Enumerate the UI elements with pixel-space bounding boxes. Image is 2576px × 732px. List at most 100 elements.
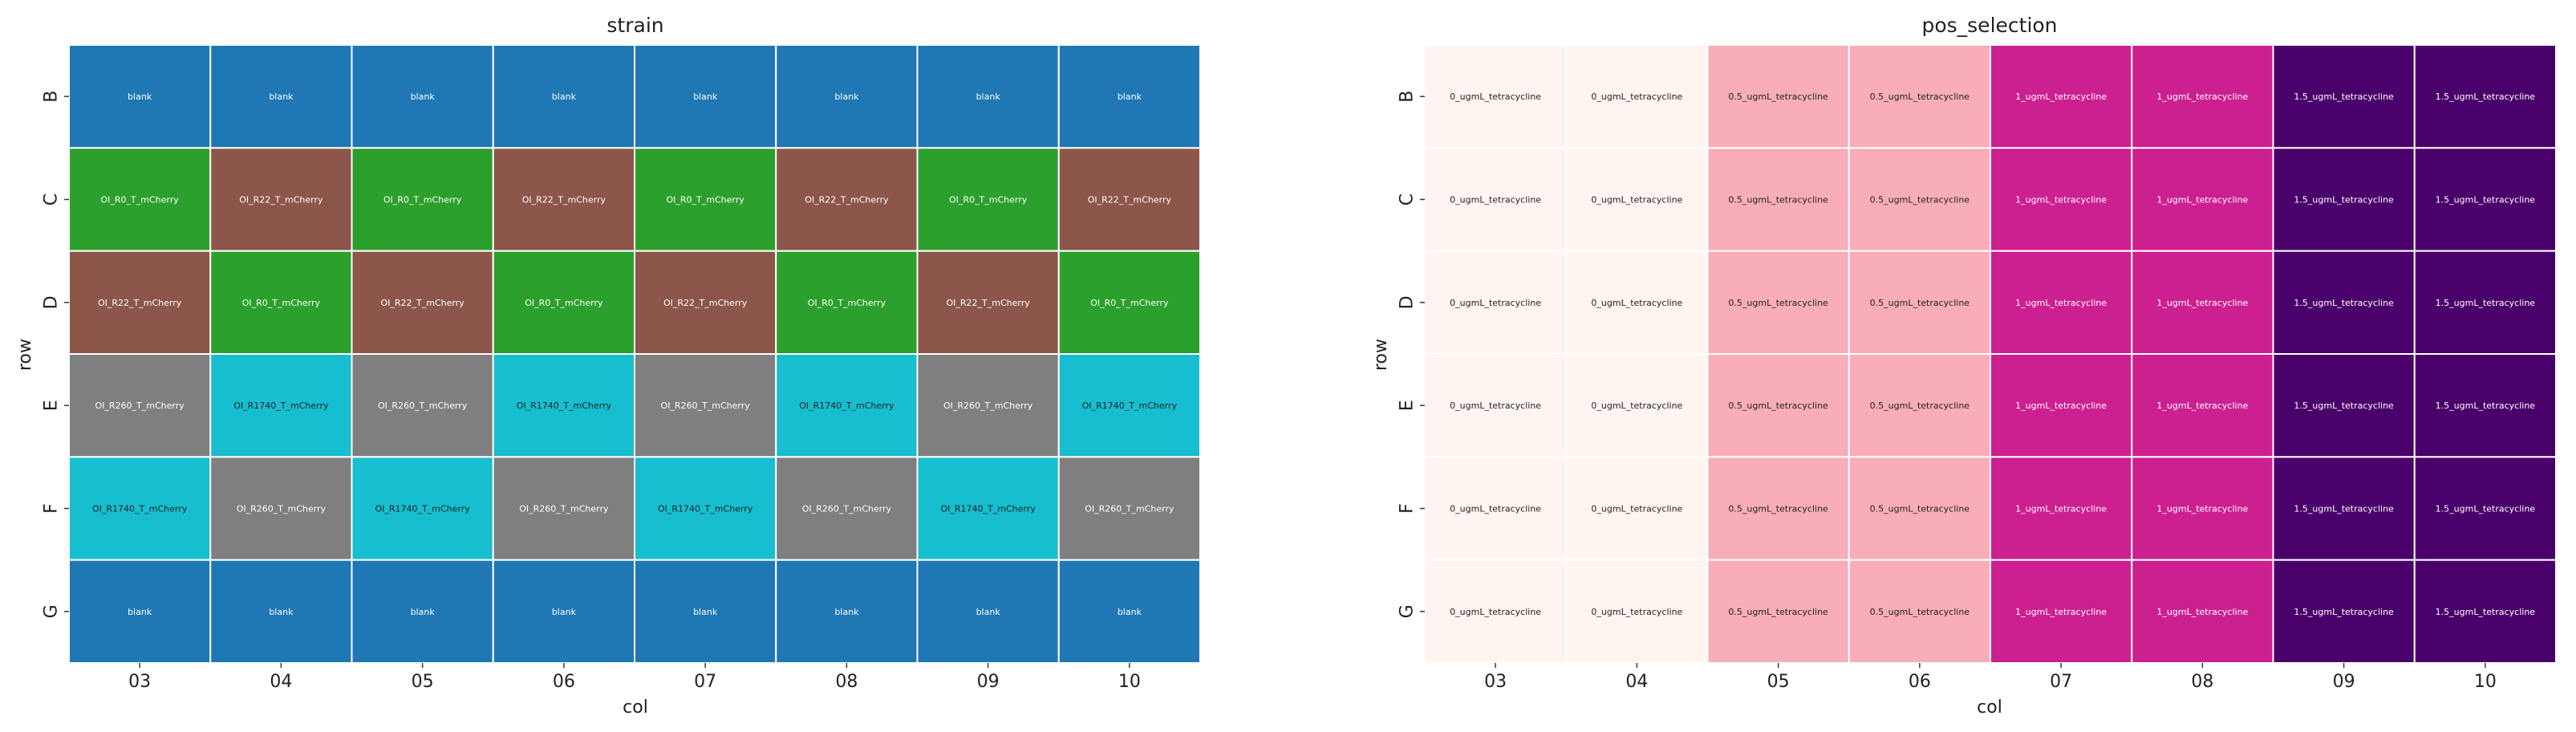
strain-y-tick-label: D <box>42 295 62 309</box>
strain-heatmap-panel: strain blank blank blank blank blank blank bla… <box>15 14 1201 718</box>
pos-selection-cell <box>1565 147 1709 252</box>
strain-cell-label: OI_R1740_T_mCherry <box>375 504 470 514</box>
strain-x-axis-label: col <box>623 697 648 718</box>
pos-selection-x-tick-label: 04 <box>1625 672 1648 692</box>
strain-cell <box>351 250 494 355</box>
strain-cell <box>916 456 1060 561</box>
strain-cell <box>351 44 494 149</box>
pos-selection-cell-label: 1_ugmL_tetracycline <box>2156 607 2248 617</box>
pos-selection-cell-label: 1_ugmL_tetracycline <box>2015 195 2107 205</box>
strain-cell <box>775 147 919 252</box>
pos-selection-cell-label: 1.5_ugmL_tetracycline <box>2436 504 2536 514</box>
pos-selection-cell-label: 0.5_ugmL_tetracycline <box>1728 92 1828 102</box>
strain-cell-label: blank <box>834 607 859 617</box>
pos-selection-cell-label: 1.5_ugmL_tetracycline <box>2294 504 2394 514</box>
strain-cell-label: blank <box>411 92 436 102</box>
pos-selection-cell <box>1424 44 1568 149</box>
pos-selection-x-tick-label: 06 <box>1909 672 1931 692</box>
pos-selection-cell <box>2272 559 2416 665</box>
strain-x-tick-label: 03 <box>128 672 151 692</box>
pos-selection-cell <box>2272 44 2416 149</box>
strain-cell-label: OI_R260_T_mCherry <box>660 401 750 411</box>
pos-selection-cell <box>1565 559 1709 665</box>
strain-x-tick-label: 04 <box>270 672 292 692</box>
strain-cell-label: blank <box>269 92 294 102</box>
strain-cell-label: blank <box>976 607 1001 617</box>
pos-selection-cell-label: 0.5_ugmL_tetracycline <box>1728 195 1828 205</box>
strain-cell <box>68 353 212 458</box>
strain-cell-label: OI_R22_T_mCherry <box>663 298 748 308</box>
pos-selection-y-tick-label: E <box>1398 400 1418 411</box>
strain-y-tick-label: E <box>42 400 62 411</box>
pos-selection-cell-label: 1.5_ugmL_tetracycline <box>2294 401 2394 411</box>
pos-selection-cell-label: 0_ugmL_tetracycline <box>1450 92 1541 102</box>
strain-cell-label: blank <box>552 92 577 102</box>
pos-selection-cell-label: 0_ugmL_tetracycline <box>1591 504 1682 514</box>
strain-cell-label: OI_R260_T_mCherry <box>95 401 185 411</box>
strain-y-axis-label: row <box>15 339 35 371</box>
strain-cell-label: blank <box>128 92 152 102</box>
pos-selection-cell <box>2413 44 2557 149</box>
pos-selection-cell-label: 1.5_ugmL_tetracycline <box>2436 298 2536 308</box>
strain-cell-label: blank <box>693 607 718 617</box>
pos-selection-cell-label: 0_ugmL_tetracycline <box>1450 195 1541 205</box>
strain-cell <box>351 353 494 458</box>
pos-selection-cell-label: 1_ugmL_tetracycline <box>2156 92 2248 102</box>
pos-selection-cell-label: 1_ugmL_tetracycline <box>2015 504 2107 514</box>
strain-cell-label: OI_R22_T_mCherry <box>98 298 182 308</box>
pos-selection-y-tick-label: C <box>1398 193 1418 205</box>
strain-cell <box>634 250 777 355</box>
pos-selection-x-ticks: 03 04 05 06 07 08 09 10 <box>1484 663 2497 692</box>
pos-selection-cell-label: 0.5_ugmL_tetracycline <box>1728 504 1828 514</box>
strain-cell-label: OI_R0_T_mCherry <box>666 195 744 205</box>
pos-selection-cell-label: 0.5_ugmL_tetracycline <box>1870 401 1970 411</box>
pos-selection-cell-label: 1.5_ugmL_tetracycline <box>2436 607 2536 617</box>
pos-selection-cell <box>1706 147 1850 252</box>
strain-cell <box>492 250 635 355</box>
pos-selection-cell <box>2131 559 2274 665</box>
pos-selection-y-axis-label: row <box>1371 339 1391 371</box>
pos-selection-cell-label: 0_ugmL_tetracycline <box>1450 401 1541 411</box>
pos-selection-cell-label: 1_ugmL_tetracycline <box>2015 298 2107 308</box>
strain-cell-label: blank <box>976 92 1001 102</box>
strain-cell-label: OI_R260_T_mCherry <box>519 504 609 514</box>
pos-selection-cell-label: 1.5_ugmL_tetracycline <box>2294 92 2394 102</box>
strain-x-tick-label: 09 <box>977 672 1000 692</box>
strain-cell-label: blank <box>1118 607 1142 617</box>
strain-cell <box>351 456 494 561</box>
strain-cell <box>634 559 777 665</box>
strain-cell <box>1057 44 1201 149</box>
pos-selection-y-tick-label: F <box>1398 503 1418 514</box>
strain-cell <box>775 44 919 149</box>
pos-selection-cell-label: 0.5_ugmL_tetracycline <box>1728 607 1828 617</box>
pos-selection-cell-label: 0.5_ugmL_tetracycline <box>1870 195 1970 205</box>
pos-selection-cell <box>2131 250 2274 355</box>
pos-selection-cell-label: 1_ugmL_tetracycline <box>2015 607 2107 617</box>
strain-cell <box>209 44 353 149</box>
strain-cell-label: OI_R260_T_mCherry <box>943 401 1033 411</box>
strain-x-tick-label: 05 <box>412 672 434 692</box>
pos-selection-cell <box>2131 456 2274 561</box>
pos-selection-cell-label: 0.5_ugmL_tetracycline <box>1728 401 1828 411</box>
strain-cell-label: OI_R260_T_mCherry <box>378 401 468 411</box>
strain-cell-label: OI_R260_T_mCherry <box>1085 504 1174 514</box>
strain-cell <box>351 559 494 665</box>
strain-cell-label: OI_R1740_T_mCherry <box>799 401 895 411</box>
strain-cell-label: OI_R260_T_mCherry <box>802 504 892 514</box>
strain-cell <box>1057 250 1201 355</box>
pos-selection-cell <box>2413 353 2557 458</box>
pos-selection-cell <box>1424 456 1568 561</box>
pos-selection-cell-label: 0_ugmL_tetracycline <box>1591 298 1682 308</box>
strain-cell <box>916 559 1060 665</box>
pos-selection-cell <box>1706 559 1850 665</box>
strain-x-tick-label: 10 <box>1118 672 1141 692</box>
strain-cell-label: OI_R0_T_mCherry <box>100 195 179 205</box>
pos-selection-x-tick-label: 05 <box>1767 672 1790 692</box>
strain-cell <box>775 559 919 665</box>
pos-selection-cell <box>2413 147 2557 252</box>
pos-selection-cell-label: 1.5_ugmL_tetracycline <box>2436 195 2536 205</box>
strain-cell-label: OI_R0_T_mCherry <box>383 195 462 205</box>
pos-selection-y-tick-label: G <box>1398 604 1418 618</box>
pos-selection-x-tick-label: 03 <box>1484 672 1507 692</box>
